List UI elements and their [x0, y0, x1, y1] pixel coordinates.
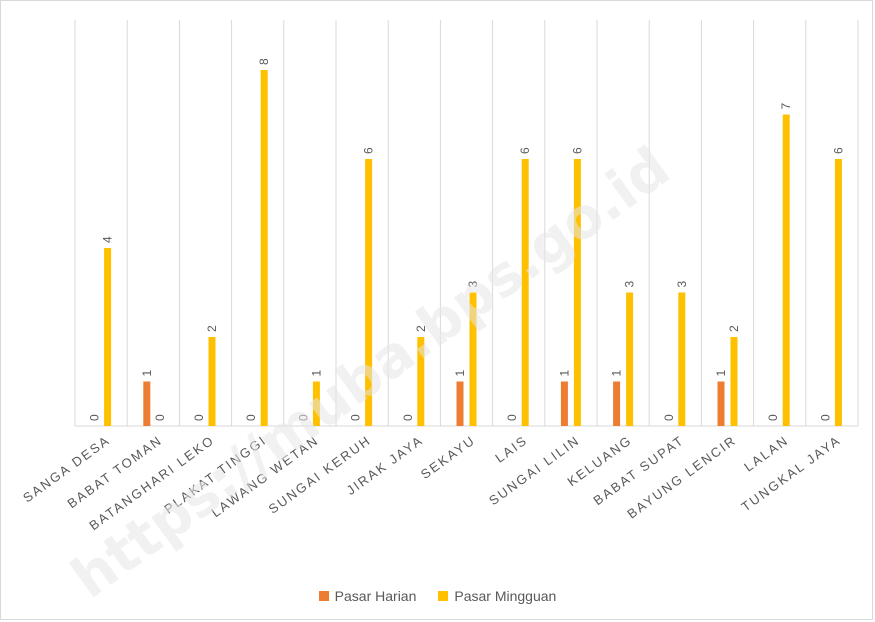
bar-chart: 0 1 0 0 0 0 0 1 0 1 1 0 1 0 0 4 0 2 8 1 6 2 3 6 6 3 3 2 7 6 SANGA DES… [20, 20, 859, 533]
bar-pasar-mingguan [365, 159, 373, 426]
legend-label: Pasar Mingguan [454, 588, 557, 604]
bar-pasar-mingguan [312, 381, 320, 426]
data-label: 0 [662, 414, 676, 421]
x-tick-label: SEKAYU [418, 432, 478, 482]
data-label: 0 [153, 414, 167, 421]
legend: Pasar Harian Pasar Mingguan [0, 584, 875, 608]
data-label: 0 [349, 414, 363, 421]
bar-pasar-mingguan [104, 248, 112, 426]
bar-pasar-harian [560, 381, 568, 426]
data-label: 0 [818, 414, 832, 421]
legend-swatch [438, 591, 449, 601]
data-label: 3 [623, 281, 637, 288]
data-label: 1 [140, 370, 154, 377]
x-tick-label: BABAT SUPAT [591, 432, 688, 508]
legend-swatch [318, 591, 329, 601]
data-label: 2 [727, 325, 741, 332]
data-label: 0 [401, 414, 415, 421]
bar-pasar-harian [456, 381, 464, 426]
bar-pasar-mingguan [208, 337, 216, 426]
bar-pasar-mingguan [782, 114, 790, 426]
data-label: 0 [244, 414, 258, 421]
data-label: 3 [675, 281, 689, 288]
data-label: 2 [205, 325, 219, 332]
data-label: 1 [610, 370, 624, 377]
bar-pasar-mingguan [260, 70, 268, 426]
legend-item-series-0: Pasar Harian [318, 588, 417, 604]
legend-item-series-1: Pasar Mingguan [438, 588, 556, 604]
data-label: 1 [714, 370, 728, 377]
data-label: 1 [557, 370, 571, 377]
x-tick-label: SUNGAI LILIN [486, 432, 583, 508]
data-label: 2 [414, 325, 428, 332]
data-label: 6 [570, 147, 584, 154]
bar-pasar-mingguan [730, 337, 738, 426]
data-labels: 0 1 0 0 0 0 0 1 0 1 1 0 1 0 0 4 0 2 8 1 6 2 3 6 6 3 3 2 7 6 [88, 58, 846, 421]
x-tick-label: LAIS [492, 432, 530, 465]
data-label: 0 [766, 414, 780, 421]
data-label: 0 [296, 414, 310, 421]
bars [104, 70, 842, 426]
bar-pasar-mingguan [834, 159, 842, 426]
bar-pasar-mingguan [469, 292, 477, 426]
data-label: 6 [831, 147, 845, 154]
data-label: 8 [257, 58, 271, 65]
bar-pasar-mingguan [573, 159, 581, 426]
legend-label: Pasar Harian [334, 588, 417, 604]
bar-pasar-harian [143, 381, 151, 426]
data-label: 1 [309, 370, 323, 377]
data-label: 6 [518, 147, 532, 154]
bar-pasar-mingguan [678, 292, 686, 426]
bar-pasar-mingguan [417, 337, 425, 426]
data-label: 7 [779, 103, 793, 110]
data-label: 6 [362, 147, 376, 154]
data-label: 4 [101, 236, 115, 243]
grid-lines [74, 20, 859, 427]
data-label: 0 [192, 414, 206, 421]
data-label: 0 [505, 414, 519, 421]
bar-pasar-harian [613, 381, 621, 426]
bar-pasar-harian [717, 381, 725, 426]
bar-pasar-mingguan [521, 159, 529, 426]
data-label: 1 [453, 370, 467, 377]
data-label: 3 [466, 281, 480, 288]
bar-pasar-mingguan [626, 292, 634, 426]
x-tick-label: SANGA DESA [20, 432, 113, 505]
data-label: 0 [88, 414, 102, 421]
